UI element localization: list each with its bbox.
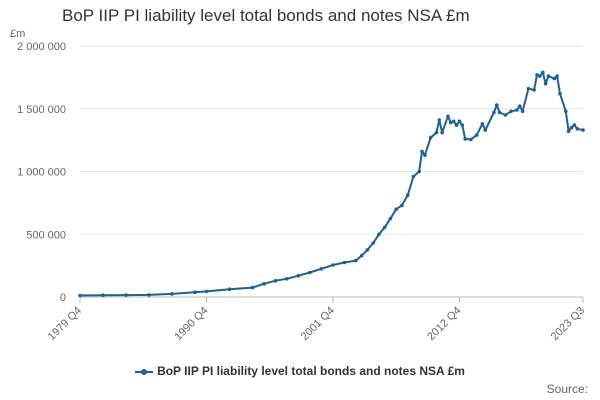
- data-point[interactable]: [449, 120, 453, 125]
- data-point[interactable]: [463, 137, 468, 141]
- data-point[interactable]: [377, 232, 381, 237]
- data-point[interactable]: [440, 130, 445, 135]
- series-line: [79, 71, 584, 297]
- y-unit-label: £m: [10, 28, 25, 40]
- data-point[interactable]: [262, 282, 266, 286]
- data-point[interactable]: [428, 135, 433, 140]
- y-tick-label: 2 000 000: [17, 41, 66, 53]
- data-point[interactable]: [474, 133, 479, 137]
- data-point[interactable]: [285, 277, 289, 281]
- data-point[interactable]: [273, 278, 278, 283]
- data-point[interactable]: [250, 285, 255, 290]
- data-point[interactable]: [331, 263, 335, 267]
- data-point[interactable]: [564, 109, 568, 114]
- data-point[interactable]: [546, 74, 551, 78]
- x-tick-label: 2012 Q4: [425, 305, 463, 343]
- data-point[interactable]: [434, 130, 439, 135]
- data-point[interactable]: [483, 128, 488, 132]
- data-point[interactable]: [552, 76, 557, 81]
- data-point[interactable]: [457, 119, 462, 124]
- data-point[interactable]: [538, 74, 542, 78]
- legend-series-label: BoP IIP PI liability level total bonds a…: [157, 364, 465, 378]
- data-point[interactable]: [541, 70, 545, 75]
- data-point[interactable]: [400, 203, 404, 208]
- data-point[interactable]: [342, 260, 347, 265]
- data-point[interactable]: [503, 113, 508, 117]
- data-point[interactable]: [193, 290, 197, 295]
- data-point[interactable]: [572, 123, 577, 127]
- data-point[interactable]: [558, 91, 562, 96]
- data-point[interactable]: [388, 216, 393, 221]
- data-point[interactable]: [417, 169, 422, 174]
- data-point[interactable]: [526, 86, 531, 91]
- data-point[interactable]: [509, 109, 513, 114]
- data-point[interactable]: [451, 119, 456, 124]
- data-point[interactable]: [569, 125, 574, 130]
- data-point[interactable]: [543, 81, 548, 86]
- data-point[interactable]: [319, 267, 324, 271]
- x-tick-label: 2001 Q4: [299, 305, 337, 343]
- data-point[interactable]: [446, 114, 450, 119]
- legend-swatch: [135, 367, 154, 377]
- data-point[interactable]: [371, 241, 376, 245]
- data-point[interactable]: [518, 104, 522, 108]
- data-point[interactable]: [492, 110, 496, 115]
- x-tick-label: 2023 Q3: [549, 305, 587, 343]
- y-tick-label: 500 000: [26, 229, 66, 241]
- y-tick-label: 1 500 000: [17, 104, 66, 116]
- data-point[interactable]: [365, 248, 370, 252]
- y-tick-label: 0: [60, 292, 66, 304]
- legend[interactable]: BoP IIP PI liability level total bonds a…: [0, 364, 600, 378]
- data-point[interactable]: [575, 127, 580, 131]
- data-point[interactable]: [566, 129, 571, 134]
- data-point[interactable]: [359, 253, 364, 258]
- data-point[interactable]: [532, 88, 536, 92]
- data-point[interactable]: [423, 153, 427, 157]
- y-tick-label: 1 000 000: [17, 167, 66, 179]
- data-point[interactable]: [308, 270, 312, 275]
- data-point[interactable]: [411, 174, 416, 179]
- data-point[interactable]: [78, 293, 82, 298]
- x-tick-label: 1990 Q4: [172, 305, 210, 343]
- x-tick-label: 1979 Q4: [46, 305, 84, 343]
- data-point[interactable]: [101, 293, 105, 298]
- data-point[interactable]: [460, 123, 465, 127]
- data-point[interactable]: [382, 225, 387, 230]
- data-point[interactable]: [454, 123, 459, 127]
- series-layer: [78, 70, 585, 298]
- data-point[interactable]: [227, 287, 232, 292]
- data-point[interactable]: [394, 207, 399, 211]
- data-point[interactable]: [581, 128, 585, 132]
- chart-title: BoP IIP PI liability level total bonds a…: [62, 6, 470, 25]
- data-point[interactable]: [296, 273, 301, 278]
- data-point[interactable]: [497, 110, 502, 115]
- data-point[interactable]: [495, 103, 499, 107]
- data-point[interactable]: [520, 109, 525, 114]
- data-point[interactable]: [535, 73, 539, 77]
- data-point[interactable]: [124, 293, 128, 297]
- data-point[interactable]: [437, 118, 442, 122]
- data-point[interactable]: [147, 293, 151, 297]
- data-point[interactable]: [480, 122, 485, 126]
- data-point[interactable]: [515, 108, 519, 112]
- data-point[interactable]: [469, 137, 473, 142]
- x-axis: 1979 Q4 1990 Q4 2001 Q4 2012 Q4 2023 Q3: [46, 297, 587, 343]
- data-point[interactable]: [170, 292, 174, 296]
- y-axis: 0 500 000 1 000 000 1 500 000 2 000 000: [17, 41, 66, 304]
- source-label: Source:: [546, 382, 588, 396]
- gridlines: [80, 45, 583, 298]
- data-point[interactable]: [204, 289, 209, 294]
- data-point[interactable]: [354, 258, 358, 263]
- data-point[interactable]: [555, 74, 559, 78]
- data-point[interactable]: [405, 193, 410, 198]
- data-point[interactable]: [420, 149, 424, 154]
